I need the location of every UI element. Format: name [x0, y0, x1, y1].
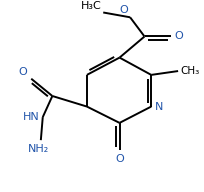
Text: O: O	[119, 5, 128, 15]
Text: O: O	[19, 67, 27, 77]
Text: O: O	[115, 154, 123, 164]
Text: N: N	[154, 102, 163, 112]
Text: H₃C: H₃C	[80, 1, 101, 11]
Text: O: O	[173, 31, 182, 41]
Text: CH₃: CH₃	[179, 66, 198, 76]
Text: NH₂: NH₂	[28, 144, 49, 154]
Text: HN: HN	[23, 112, 40, 122]
